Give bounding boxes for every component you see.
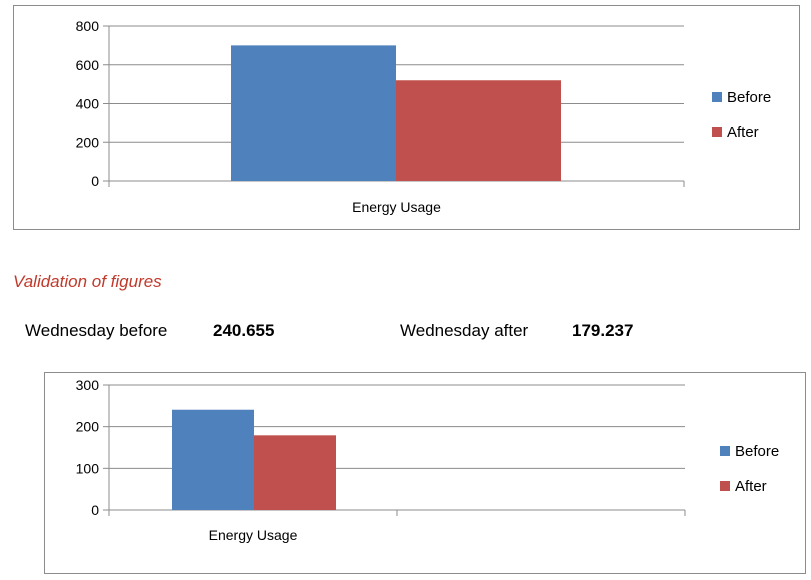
chart-top-svg: 0 200 400 600 800 Energy Usage Before After [76,18,772,215]
legend-label-before: Before [727,89,771,106]
energy-usage-chart-bottom: 0 100 200 300 Energy Usage Before After [44,372,806,574]
legend-swatch-before [720,446,730,456]
wednesday-before-label: Wednesday before [25,321,168,340]
y-tick-label: 400 [76,96,100,112]
legend-label-before: Before [735,443,779,460]
wednesday-before-value: 240.655 [213,321,275,340]
x-category-label: Energy Usage [352,199,441,215]
y-tick-label: 600 [76,57,100,73]
legend-swatch-after [720,481,730,491]
wednesday-after-value: 179.237 [572,321,634,340]
y-tick-label: 300 [76,377,100,393]
validation-heading: Validation of figures [13,272,162,291]
wednesday-after-label: Wednesday after [400,321,529,340]
y-tick-label: 0 [91,173,99,189]
bar-after [254,435,336,510]
y-tick-label: 200 [76,134,100,150]
bar-before [231,45,396,181]
bar-before [172,409,254,510]
y-tick-label: 0 [91,502,99,518]
legend-swatch-before [712,92,722,102]
y-tick-label: 100 [76,460,100,476]
legend-swatch-after [712,127,722,137]
bar-after [396,80,561,181]
legend-label-after: After [727,124,759,141]
y-tick-label: 200 [76,419,100,435]
y-tick-label: 800 [76,18,100,34]
legend-label-after: After [735,478,767,495]
energy-usage-chart-top: 0 200 400 600 800 Energy Usage Before After [13,5,800,230]
x-category-label: Energy Usage [209,527,298,543]
chart-bottom-svg: 0 100 200 300 Energy Usage Before After [76,377,780,543]
